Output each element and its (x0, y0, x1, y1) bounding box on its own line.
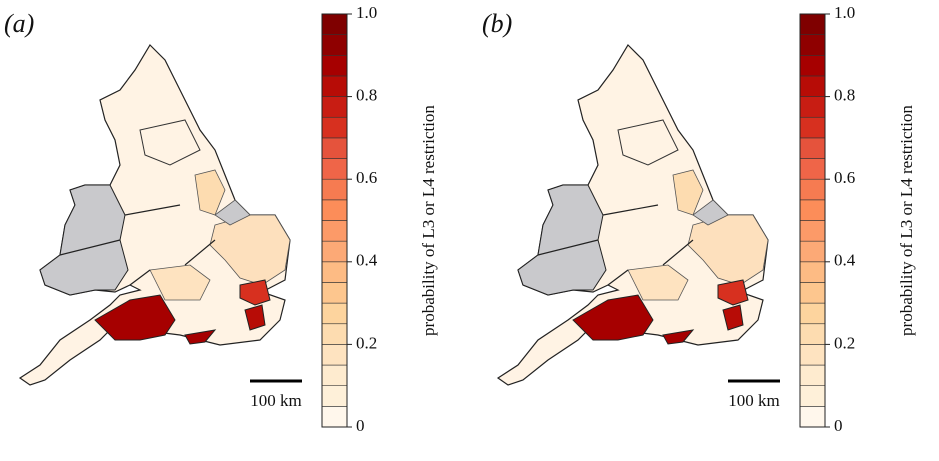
map (19, 44, 291, 386)
colorbar-label: probability of L3 or L4 restriction (419, 105, 438, 336)
panel-a: (a) 100 km (4, 9, 302, 410)
colorbar-bin (799, 158, 826, 180)
colorbar-bin (799, 406, 826, 428)
colorbar-bin (799, 220, 826, 242)
colorbar-bin (799, 54, 826, 77)
panel-b: (b) 100 km (482, 9, 780, 410)
colorbar-tick-label: 0 (834, 416, 843, 435)
colorbar-bin (321, 302, 348, 325)
colorbar-bin (321, 116, 348, 139)
scale-bar-label: 100 km (728, 391, 779, 410)
colorbar-bin (799, 240, 826, 263)
colorbar-bin (321, 158, 348, 180)
colorbar-label: probability of L3 or L4 restriction (897, 105, 916, 336)
colorbar-tick-label: 0 (356, 416, 365, 435)
colorbar-bin (321, 344, 348, 366)
colorbar-bin (799, 75, 826, 97)
colorbar-bin (799, 282, 826, 304)
colorbar-bin (321, 178, 348, 201)
colorbar-bin (799, 96, 826, 118)
colorbar-bin (321, 137, 348, 159)
colorbar-bin (321, 220, 348, 242)
colorbar-frame (799, 13, 826, 428)
colorbar-tick-label: 0.8 (356, 86, 377, 105)
colorbar-tick-label: 0.2 (356, 333, 377, 352)
colorbar-bin (321, 385, 348, 407)
panel-label: (b) (482, 9, 512, 38)
colorbar-bin (799, 261, 826, 283)
colorbar-bin (799, 385, 826, 407)
colorbar-bin (321, 282, 348, 304)
colorbar-bin (799, 137, 826, 159)
colorbar-bin (321, 13, 348, 35)
colorbar-bin (799, 13, 826, 35)
colorbar-tick-label: 0.6 (356, 168, 377, 187)
colorbar-bin (799, 199, 826, 221)
panel-label: (a) (4, 9, 34, 38)
colorbar-bin (799, 178, 826, 201)
colorbar-bin (321, 261, 348, 283)
colorbar-bin (321, 34, 348, 56)
scale-bar-label: 100 km (250, 391, 301, 410)
colorbar-bin (321, 364, 348, 386)
colorbar-tick-label: 0.8 (834, 86, 855, 105)
colorbar-bin (321, 406, 348, 428)
colorbar-frame (321, 13, 348, 428)
colorbar-bin (321, 240, 348, 263)
colorbar-tick-label: 0.2 (834, 333, 855, 352)
colorbar-bin (321, 54, 348, 77)
colorbar-bin (799, 364, 826, 386)
colorbar-bin (321, 96, 348, 118)
colorbar-bin (321, 199, 348, 221)
colorbar-tick-label: 1.0 (356, 3, 377, 22)
colorbar-bin (321, 75, 348, 97)
colorbar-tick-label: 0.6 (834, 168, 855, 187)
colorbar-bin (799, 302, 826, 325)
colorbar-bin (799, 116, 826, 139)
colorbar-bin (799, 323, 826, 345)
map (497, 44, 769, 386)
colorbar-tick-label: 1.0 (834, 3, 855, 22)
colorbar-tick-label: 0.4 (356, 251, 378, 270)
colorbar-tick-label: 0.4 (834, 251, 856, 270)
colorbar-bin (799, 344, 826, 366)
colorbar-bin (799, 34, 826, 56)
colorbar-bin (321, 323, 348, 345)
